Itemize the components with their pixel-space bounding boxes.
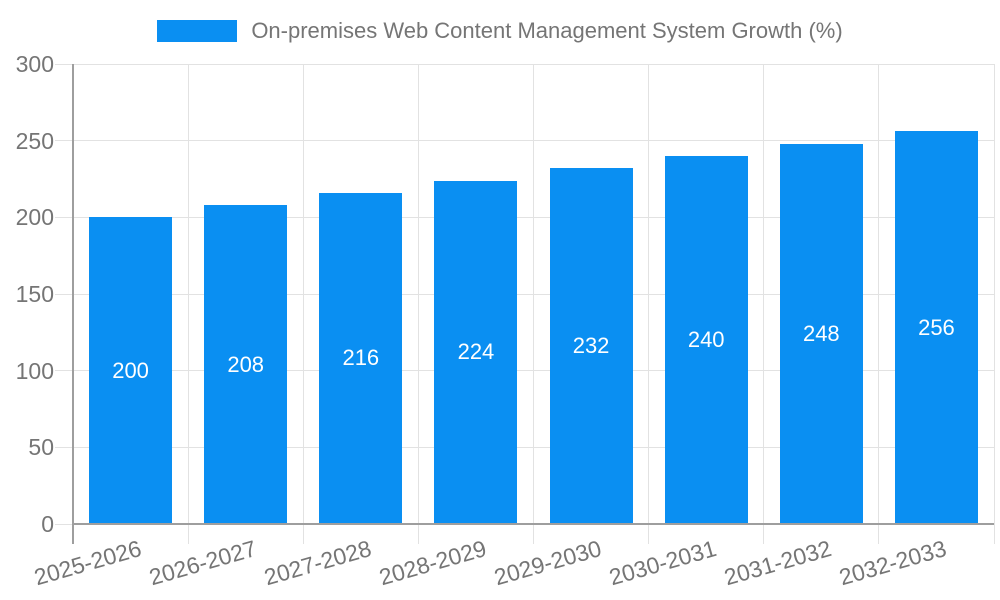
x-axis-tick-label: 2025-2026 xyxy=(30,535,144,591)
bar-value-label: 248 xyxy=(802,320,840,346)
y-axis-tick-label: 150 xyxy=(15,281,54,307)
bar[interactable] xyxy=(894,131,978,524)
x-axis-tick-label: 2026-2027 xyxy=(145,535,259,591)
x-gridline xyxy=(763,64,765,544)
y-axis-tick-label: 100 xyxy=(15,357,54,384)
y-axis-tick-label: 50 xyxy=(28,434,54,461)
bar-value-label: 216 xyxy=(342,345,380,371)
x-gridline xyxy=(302,64,304,544)
x-gridline xyxy=(187,64,189,544)
y-axis-tick-label: 300 xyxy=(15,51,54,77)
y-axis-tick-label: 250 xyxy=(15,127,54,154)
x-gridline xyxy=(533,64,534,544)
y-gridline xyxy=(55,63,994,65)
x-gridline xyxy=(417,64,419,544)
bar-value-label: 256 xyxy=(918,314,955,340)
bar-value-label: 224 xyxy=(457,339,495,365)
bar[interactable] xyxy=(779,143,863,524)
legend-swatch[interactable] xyxy=(157,20,238,42)
x-axis-tick-label: 2032-2033 xyxy=(836,535,950,591)
y-gridline xyxy=(55,446,994,448)
bar-value-label: 208 xyxy=(227,351,265,377)
x-axis-tick-label: 2031-2032 xyxy=(721,535,835,591)
y-gridline xyxy=(55,216,994,218)
x-axis-tick-label: 2030-2031 xyxy=(606,535,720,591)
bar[interactable] xyxy=(319,192,403,524)
y-gridline xyxy=(55,140,994,142)
y-axis-line xyxy=(72,64,74,544)
x-gridline xyxy=(648,64,650,544)
bar[interactable] xyxy=(89,217,173,524)
x-axis-tick-label: 2028-2029 xyxy=(376,535,490,591)
bar-value-label: 200 xyxy=(112,357,149,383)
x-axis-tick-label: 2029-2030 xyxy=(491,535,605,591)
bar[interactable] xyxy=(664,156,748,524)
y-axis-tick-label: 200 xyxy=(15,204,54,231)
chart-title: On-premises Web Content Management Syste… xyxy=(251,18,843,43)
bar-value-label: 240 xyxy=(687,327,725,352)
x-gridline xyxy=(993,64,995,544)
x-axis-tick-label: 2027-2028 xyxy=(261,535,374,591)
bar[interactable] xyxy=(434,180,518,524)
x-gridline xyxy=(878,64,880,544)
x-axis-line xyxy=(72,523,994,525)
bar[interactable] xyxy=(549,168,633,524)
y-gridline xyxy=(55,370,994,372)
chart-legend: On-premises Web Content Management Syste… xyxy=(0,18,1000,44)
y-gridline xyxy=(55,293,994,295)
y-axis-tick-label: 0 xyxy=(41,511,54,537)
bar[interactable] xyxy=(204,205,288,524)
bar-value-label: 232 xyxy=(572,333,610,359)
